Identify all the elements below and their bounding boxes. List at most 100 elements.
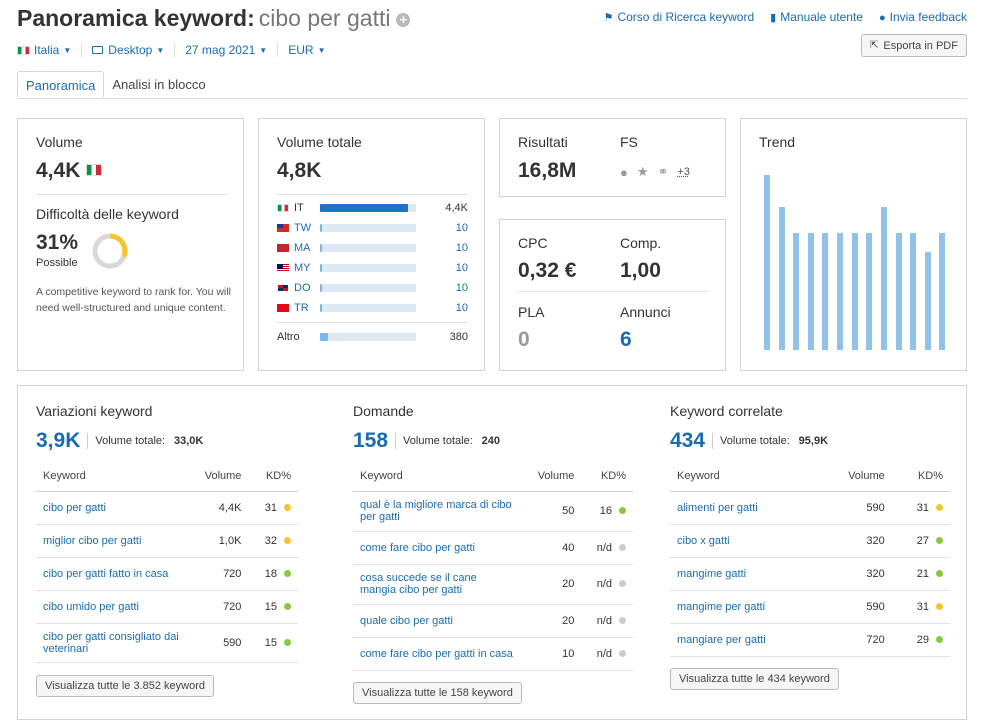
taiwan-flag-icon [277,224,289,232]
kd-dot [936,569,943,577]
device-select[interactable]: Desktop ▼ [92,43,176,57]
add-icon[interactable]: + [396,13,411,27]
trend-bar[interactable] [880,206,887,350]
view-all-related-button[interactable]: Visualizza tutte le 434 keyword [670,668,839,690]
results-label: Risultati [518,134,568,150]
italy-flag-icon [86,164,103,176]
currency-select[interactable]: EUR ▼ [288,43,326,57]
country-row-do[interactable]: DO 10 [277,278,468,298]
results-card: Risultati 16,8M FS ● ★ ⚭ +3 [499,118,726,197]
table-row: cibo per gatti 4,4K 31 [36,491,298,525]
ads-value[interactable]: 6 [620,328,632,351]
cpc-label: CPC [518,235,548,251]
difficulty-description: A competitive keyword to rank for. You w… [36,286,231,314]
kd-dot [619,507,626,514]
course-link[interactable]: ⚑ Corso di Ricerca keyword [603,10,755,24]
kd-dot [936,536,943,544]
volume-card: Volume 4,4K Difficoltà delle keyword 31%… [17,118,244,371]
kd-dot [936,503,943,511]
malaysia-flag-icon [277,264,289,272]
italy-flag-icon [17,45,30,55]
export-pdf-button[interactable]: ⇱ Esporta in PDF [861,34,967,57]
global-volume-label: Volume totale [277,134,362,150]
kd-dot [284,536,291,544]
kd-dot [619,580,626,587]
divider [36,194,227,195]
star-icon[interactable]: ★ [636,164,649,179]
table-row: miglior cibo per gatti 1,0K 32 [36,524,298,558]
trend-bar[interactable] [793,232,800,350]
turkey-flag-icon [277,304,289,312]
country-bar [320,204,416,212]
divider [277,322,468,323]
manual-link[interactable]: ▮ Manuale utente [770,10,863,24]
trend-bar[interactable] [822,232,829,350]
country-row-ma[interactable]: MA 10 [277,238,468,258]
chevron-down-icon: ▼ [259,45,268,55]
related-title: Keyword correlate [670,403,783,419]
trend-bar[interactable] [895,232,902,350]
kd-dot [284,503,291,511]
table-row: mangime per gatti 590 31 [670,590,950,624]
table-row: cosa succede se il cane mangia cibo per … [353,564,633,605]
trend-card: Trend [740,118,967,371]
trend-bar[interactable] [939,232,946,350]
kd-dot [284,569,291,577]
country-row-my[interactable]: MY 10 [277,258,468,278]
trend-chart [761,175,951,350]
trend-bar[interactable] [837,232,844,350]
questions-summary: 158 Volume totale: 240 [353,429,501,452]
top-links: ⚑ Corso di Ricerca keyword ▮ Manuale utent… [604,10,967,24]
variations-title: Variazioni keyword [36,403,153,419]
country-row-tw[interactable]: TW 10 [277,218,468,238]
title-keyword: cibo per gatti [258,5,391,31]
trend-bar[interactable] [807,232,814,350]
country-select[interactable]: Italia ▼ [17,43,83,57]
difficulty-label: Difficoltà delle keyword [36,206,179,222]
monitor-icon [92,46,104,54]
trend-bar[interactable] [910,232,917,350]
table-row: qual è la migliore marca di cibo per gat… [353,491,633,532]
difficulty-value: 31% [36,231,79,254]
tab-panoramica[interactable]: Panoramica [17,71,105,98]
results-value: 16,8M [518,159,577,182]
trend-bar[interactable] [778,206,785,350]
fs-more[interactable]: +3 [677,166,690,178]
country-bar [320,224,416,232]
country-bar [320,244,416,252]
global-volume-card: Volume totale 4,8K IT 4,4K TW 10 MA 10 M… [258,118,485,371]
location-pin-icon[interactable]: ● [620,164,628,180]
serp-features: ● ★ ⚭ +3 [620,164,690,180]
link-icon[interactable]: ⚭ [657,164,669,179]
difficulty-donut [92,233,128,269]
trend-bar[interactable] [851,232,858,350]
questions-title: Domande [353,403,414,419]
country-row-tr[interactable]: TR 10 [277,298,468,318]
country-bar [320,304,416,312]
country-row-it[interactable]: IT 4,4K [277,198,468,218]
view-all-questions-button[interactable]: Visualizza tutte le 158 keyword [353,682,522,704]
table-row: come fare cibo per gatti in casa 10 n/d [353,637,633,671]
trend-label: Trend [759,134,796,150]
table-row: quale cibo per gatti 20 n/d [353,604,633,638]
country-bar [320,333,416,341]
pla-value: 0 [518,328,530,351]
trend-bar[interactable] [764,175,770,350]
kd-dot [619,649,626,657]
table-row: cibo per gatti fatto in casa 720 18 [36,557,298,591]
view-all-variations-button[interactable]: Visualizza tutte le 3.852 keyword [36,675,214,697]
graduation-cap-icon: ⚑ [603,12,614,24]
book-icon: ▮ [770,12,777,24]
trend-bar[interactable] [866,232,873,350]
feedback-link[interactable]: ● Invia feedback [878,10,967,24]
chevron-down-icon: ▼ [156,45,165,55]
tab-bar: Panoramica Analisi in blocco [17,71,214,98]
filter-bar: Italia ▼ Desktop ▼ 27 mag 2021 ▼ EUR ▼ [17,43,345,57]
tab-analisi-in-blocco[interactable]: Analisi in blocco [112,77,206,92]
volume-label: Volume [36,134,83,150]
export-icon: ⇱ [870,40,879,51]
keyword-lists-panel: Variazioni keyword 3,9K Volume totale: 3… [17,385,967,720]
kd-dot [936,602,943,610]
date-select[interactable]: 27 mag 2021 ▼ [185,43,279,57]
trend-bar[interactable] [924,252,931,350]
